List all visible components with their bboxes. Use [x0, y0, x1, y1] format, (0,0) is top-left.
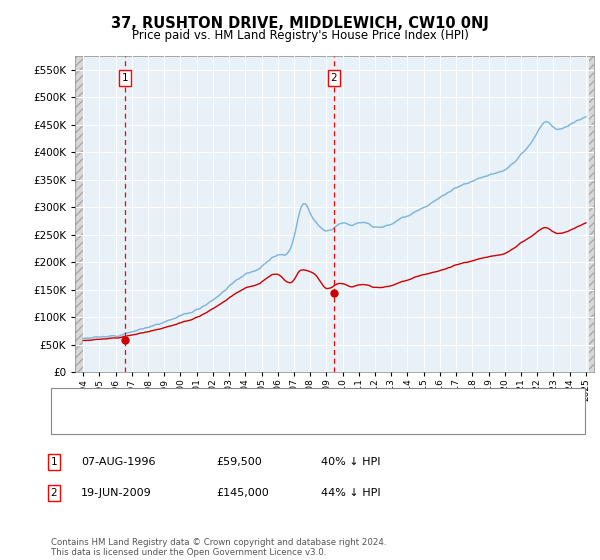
Text: 1: 1 [50, 457, 58, 467]
Text: 40% ↓ HPI: 40% ↓ HPI [321, 457, 380, 467]
Text: 2: 2 [50, 488, 58, 498]
Text: 1: 1 [122, 73, 128, 83]
Text: Price paid vs. HM Land Registry's House Price Index (HPI): Price paid vs. HM Land Registry's House … [131, 29, 469, 42]
Text: 44% ↓ HPI: 44% ↓ HPI [321, 488, 380, 498]
Text: 37, RUSHTON DRIVE, MIDDLEWICH, CW10 0NJ: 37, RUSHTON DRIVE, MIDDLEWICH, CW10 0NJ [111, 16, 489, 31]
Bar [589, 56, 597, 372]
Text: ——: —— [60, 416, 87, 428]
Text: HPI: Average price, detached house, Cheshire East: HPI: Average price, detached house, Ches… [93, 417, 358, 427]
Text: £145,000: £145,000 [216, 488, 269, 498]
Bar [75, 56, 83, 372]
Text: 19-JUN-2009: 19-JUN-2009 [81, 488, 152, 498]
Text: ——: —— [60, 394, 87, 408]
Text: 37, RUSHTON DRIVE, MIDDLEWICH, CW10 0NJ (detached house): 37, RUSHTON DRIVE, MIDDLEWICH, CW10 0NJ … [93, 396, 427, 406]
Text: 07-AUG-1996: 07-AUG-1996 [81, 457, 155, 467]
Text: Contains HM Land Registry data © Crown copyright and database right 2024.
This d: Contains HM Land Registry data © Crown c… [51, 538, 386, 557]
Text: £59,500: £59,500 [216, 457, 262, 467]
Text: 2: 2 [331, 73, 337, 83]
